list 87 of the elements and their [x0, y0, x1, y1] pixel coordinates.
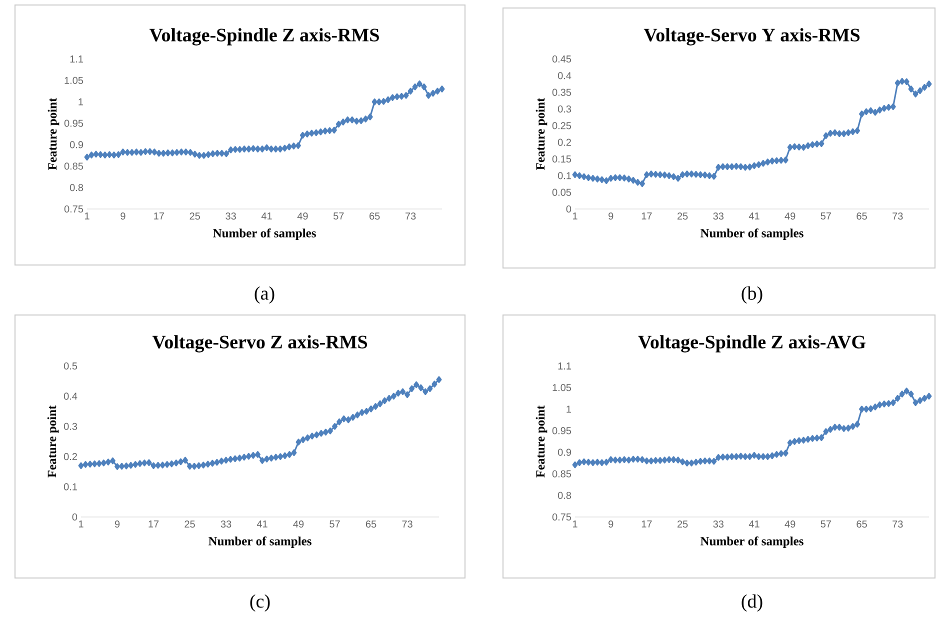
x-tick-label: 25 — [677, 520, 688, 528]
y-tick-label: 0 — [566, 205, 572, 213]
x-tick-label: 49 — [784, 212, 796, 220]
y-axis-title: Feature point — [47, 405, 59, 478]
x-axis-title: Number of samples — [213, 228, 316, 240]
x-tick-label: 33 — [220, 520, 232, 528]
y-tick-label: 0.9 — [558, 448, 572, 456]
y-tick-label: 1 — [566, 406, 571, 413]
text: (c) — [250, 594, 270, 612]
y-tick-label: 0.3 — [558, 105, 572, 113]
y-tick-label: 0.95 — [64, 120, 84, 127]
x-tick-label: 65 — [856, 520, 867, 528]
y-tick-label: 0.9 — [70, 141, 84, 148]
y-axis-title: Feature point — [536, 405, 548, 478]
y-tick-label: 1 — [78, 98, 83, 106]
text: (a) — [254, 286, 274, 304]
y-tick-label: 0.05 — [552, 188, 572, 196]
x-tick-label: 73 — [405, 212, 416, 220]
x-tick-label: 1 — [84, 212, 90, 220]
y-tick-label: 0.1 — [558, 172, 571, 180]
x-tick-label: 17 — [642, 520, 652, 528]
y-tick-label: 0.85 — [552, 470, 572, 478]
x-tick-label: 17 — [148, 520, 159, 528]
x-tick-label: 25 — [184, 520, 195, 528]
y-tick-label: 0 — [72, 513, 78, 521]
x-tick-label: 33 — [713, 520, 724, 528]
y-tick-label: 0.75 — [552, 513, 572, 521]
y-tick-label: 1.1 — [70, 56, 83, 62]
y-axis-title: Feature point — [48, 98, 60, 170]
y-tick-label: 0.8 — [558, 492, 572, 499]
x-tick-label: 41 — [261, 212, 272, 220]
x-tick-label: 1 — [572, 520, 578, 528]
x-tick-label: 17 — [154, 212, 164, 220]
y-tick-label: 0.85 — [64, 162, 84, 170]
y-axis-title: Feature point — [536, 98, 548, 170]
y-tick-label: 0.1 — [64, 483, 77, 490]
y-tick-label: 0.25 — [552, 122, 572, 130]
y-tick-label: 1.1 — [558, 362, 571, 370]
y-tick-label: 0.15 — [552, 155, 572, 163]
x-tick-label: 57 — [820, 520, 831, 528]
x-tick-label: 25 — [677, 212, 688, 220]
x-tick-label: 65 — [856, 212, 867, 220]
y-tick-label: 0.4 — [558, 72, 572, 80]
x-axis-title: Number of samples — [700, 536, 804, 548]
x-tick-label: 9 — [120, 212, 126, 220]
x-tick-label: 25 — [190, 212, 200, 220]
x-tick-label: 9 — [114, 520, 120, 528]
x-tick-label: 41 — [256, 520, 268, 528]
y-tick-label: 0.8 — [70, 184, 84, 192]
y-tick-label: 0.75 — [64, 205, 84, 213]
x-tick-label: 9 — [608, 212, 614, 220]
y-tick-label: 0.2 — [64, 453, 77, 460]
x-tick-label: 73 — [892, 212, 903, 220]
x-tick-label: 1 — [572, 212, 578, 220]
chart-title: Voltage-Spindle Z axis-RMS — [149, 28, 379, 46]
x-tick-label: 65 — [366, 520, 376, 528]
x-tick-label: 57 — [330, 520, 340, 528]
y-tick-label: 0.45 — [552, 55, 572, 63]
y-tick-label: 1.05 — [552, 384, 572, 392]
x-tick-label: 17 — [642, 212, 652, 220]
x-tick-label: 41 — [748, 212, 760, 220]
x-tick-label: 65 — [370, 212, 380, 220]
y-tick-label: 0.4 — [64, 392, 78, 400]
x-tick-label: 49 — [784, 520, 796, 528]
y-tick-label: 0.95 — [552, 427, 572, 434]
x-tick-label: 49 — [293, 520, 304, 528]
y-tick-label: 0.35 — [552, 88, 572, 96]
text: (d) — [742, 594, 762, 612]
x-tick-label: 33 — [713, 212, 724, 220]
x-tick-label: 73 — [892, 520, 903, 528]
chart-title: Voltage-Servo Y axis-RMS — [644, 28, 860, 46]
x-axis-title: Number of samples — [208, 536, 312, 548]
y-tick-label: 1.05 — [64, 76, 84, 84]
x-tick-label: 9 — [608, 520, 614, 528]
chart-title: Voltage-Servo Z axis-RMS — [152, 335, 368, 352]
text: (b) — [742, 286, 762, 304]
y-tick-label: 0.3 — [64, 422, 78, 430]
x-tick-label: 41 — [748, 520, 760, 528]
x-axis-title: Number of samples — [700, 228, 804, 240]
chart-title: Voltage-Spindle Z axis-AVG — [638, 335, 866, 352]
x-tick-label: 49 — [297, 212, 308, 220]
y-tick-label: 0.5 — [64, 362, 78, 370]
x-tick-label: 73 — [402, 520, 412, 528]
x-tick-label: 57 — [333, 212, 344, 220]
y-tick-label: 0.2 — [558, 138, 571, 146]
x-tick-label: 33 — [226, 212, 236, 220]
x-tick-label: 57 — [820, 212, 831, 220]
